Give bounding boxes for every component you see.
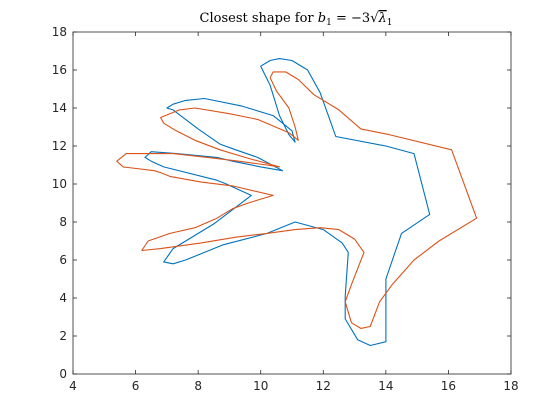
title-subscript: 1: [326, 18, 332, 28]
x-tick-label: 8: [194, 379, 202, 393]
series-line-1: [144, 58, 431, 347]
x-tick-label: 18: [503, 379, 518, 393]
axes: 4 6 8 10 12 14 16 18 0 2 4 6 8 10 12 14 16 18: [52, 25, 519, 393]
title-radical-sign: √: [370, 11, 379, 26]
y-tick-label: 12: [52, 139, 67, 153]
y-tick-label: 8: [59, 215, 67, 229]
x-tick-label: 12: [316, 379, 331, 393]
title-radical-variable: λ: [377, 11, 386, 26]
y-tick-label: 6: [59, 253, 67, 267]
x-tick-label: 4: [69, 379, 77, 393]
y-tick-label: 18: [52, 25, 67, 39]
title-variable: b: [318, 11, 326, 26]
y-tick-label: 14: [52, 101, 67, 115]
x-tick-label: 6: [132, 379, 140, 393]
title-radical-subscript: 1: [387, 18, 393, 28]
y-tick-label: 0: [59, 367, 67, 381]
title-equals: = −3: [332, 11, 370, 26]
series-layer: [116, 58, 478, 347]
x-tick-label: 10: [253, 379, 268, 393]
series-line-2: [116, 71, 478, 329]
y-tick-label: 10: [52, 177, 67, 191]
x-tick-label: 14: [378, 379, 393, 393]
y-tick-label: 4: [59, 291, 67, 305]
title-prefix: Closest shape for: [200, 11, 318, 26]
y-tick-label: 2: [59, 329, 67, 343]
x-tick-label: 16: [441, 379, 456, 393]
chart-title: Closest shape for b1 = −3√λ1: [200, 11, 393, 28]
y-tick-label: 16: [52, 63, 67, 77]
plot-area-frame: [72, 31, 512, 375]
